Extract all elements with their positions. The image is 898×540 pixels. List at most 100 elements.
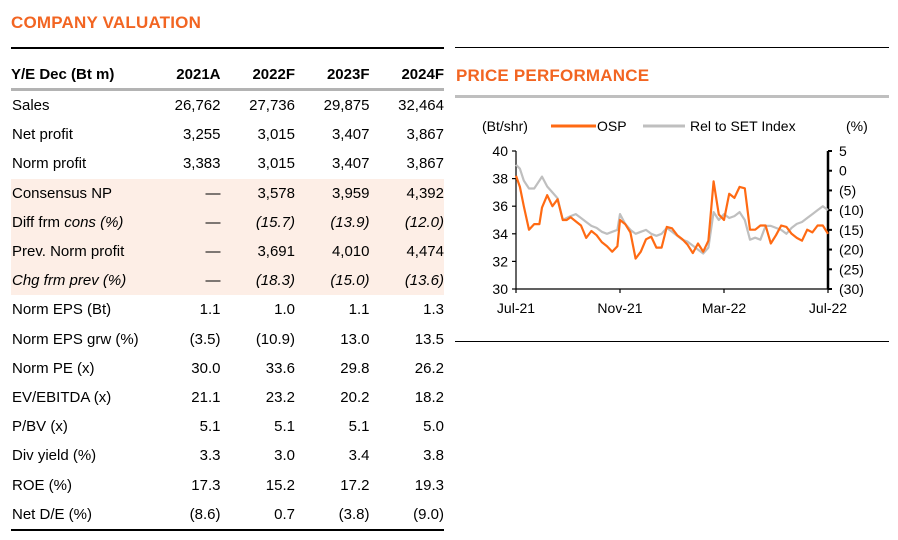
cell-value: 0.7 (220, 499, 295, 531)
cell-value: 20.2 (340, 388, 370, 406)
left-y-tick-label: 38 (492, 171, 508, 187)
row-label: Norm EPS (Bt) (12, 301, 112, 319)
series-line-rel-to-set (515, 164, 829, 255)
cell-value: 27,736 (249, 97, 295, 115)
table-row: P/BV (x) 5.1 5.1 5.1 5.0 (11, 412, 444, 441)
cell-value: (12.0) (369, 207, 444, 237)
cell-value: — (146, 266, 221, 296)
cell-value: 3.0 (274, 447, 295, 465)
header-year: 2023F (295, 60, 370, 91)
cell-value: (15.7) (220, 207, 295, 237)
cell-value: 18.2 (414, 388, 444, 406)
cell-value: 3.4 (348, 447, 370, 465)
row-label: Net profit (12, 126, 73, 144)
row-label: Sales (12, 97, 50, 115)
cell-value: 29,875 (323, 97, 370, 115)
row-label-plain: Diff frm (12, 213, 65, 231)
cell-value: (3.5) (189, 330, 221, 348)
chart-axes: 40 38 36 34 32 30 5 0 (5) (10) (15) (20) (25) (30) Jul… (492, 143, 863, 316)
right-y-tick-label: (10) (839, 202, 864, 218)
right-y-tick-label: (20) (839, 242, 864, 258)
cell-value: 1.1 (348, 301, 370, 319)
table-row: Consensus NP — 3,578 3,959 4,392 (11, 178, 444, 208)
price-bottom-rule (455, 341, 889, 342)
cell-value: 3,578 (220, 178, 295, 208)
table-row: Norm EPS grw (%) (3.5) (10.9) 13.0 13.5 (11, 325, 444, 354)
cell-value: 4,010 (295, 236, 370, 267)
cell-value: 13.0 (340, 330, 370, 348)
row-label: Norm profit (12, 155, 87, 173)
left-y-tick-label: 34 (492, 226, 508, 242)
left-y-tick-label: 36 (492, 198, 508, 214)
left-y-tick-label: 30 (492, 281, 508, 297)
right-y-tick-label: 0 (839, 163, 847, 179)
valuation-title-rule (11, 47, 444, 49)
cell-value: 3,867 (406, 155, 444, 173)
left-y-tick-label: 40 (492, 143, 508, 159)
chart-series (514, 164, 829, 260)
cell-value: 3,959 (295, 178, 370, 208)
table-row: Chg frm prev (%) — (18.3) (15.0) (13.6) (11, 266, 444, 296)
row-label: EV/EBITDA (x) (12, 388, 112, 406)
row-label: Consensus NP (11, 178, 146, 208)
cell-value: 4,392 (369, 178, 444, 208)
cell-value: 5.1 (199, 418, 221, 436)
cell-value: 3,407 (331, 155, 370, 173)
row-label: P/BV (x) (12, 418, 68, 436)
cell-value: 5.1 (348, 418, 370, 436)
table-row: Norm EPS (Bt) 1.1 1.0 1.1 1.3 (11, 295, 444, 324)
right-y-tick-label: (25) (839, 261, 864, 277)
cell-value: (9.0) (369, 499, 444, 531)
table-row: Norm profit 3,383 3,015 3,407 3,867 (11, 149, 444, 178)
table-row: Norm PE (x) 30.0 33.6 29.8 26.2 (11, 354, 444, 383)
cell-value: 15.2 (265, 476, 295, 494)
row-label: Norm EPS grw (%) (12, 330, 139, 348)
cell-value: 4,474 (369, 236, 444, 267)
valuation-table: Y/E Dec (Bt m) 2021A 2022F 2023F 2024F S… (11, 60, 444, 531)
row-label-italic: cons (%) (64, 213, 124, 231)
x-tick-label: Jul-21 (497, 300, 535, 316)
cell-value: 17.3 (191, 476, 221, 494)
table-row: Sales 26,762 27,736 29,875 32,464 (11, 90, 444, 121)
cell-value: 33.6 (265, 359, 295, 377)
cell-value: (8.6) (146, 499, 221, 531)
table-row: Diff frm cons (%) — (15.7) (13.9) (12.0) (11, 207, 444, 237)
table-row: EV/EBITDA (x) 21.1 23.2 20.2 18.2 (11, 383, 444, 412)
cell-value: (3.8) (295, 499, 370, 531)
header-year: 2024F (369, 60, 444, 91)
cell-value: 29.8 (340, 359, 370, 377)
cell-value: (18.3) (220, 266, 295, 296)
row-label: ROE (%) (12, 476, 72, 494)
price-title-rule (455, 95, 889, 98)
cell-value: 1.1 (199, 301, 221, 319)
legend-label-rel: Rel to SET Index (690, 118, 796, 134)
left-y-tick-label: 32 (492, 253, 508, 269)
cell-value: 19.3 (414, 476, 444, 494)
cell-value: 17.2 (340, 476, 370, 494)
header-label: Y/E Dec (Bt m) (11, 60, 146, 91)
right-axis-unit: (%) (846, 118, 868, 134)
valuation-header-row: Y/E Dec (Bt m) 2021A 2022F 2023F 2024F (11, 60, 444, 91)
cell-value: 5.1 (274, 418, 295, 436)
cell-value: 3,015 (257, 126, 295, 144)
cell-value: 1.3 (423, 301, 444, 319)
cell-value: 26.2 (414, 359, 444, 377)
table-row: Prev. Norm profit — 3,691 4,010 4,474 (11, 236, 444, 267)
cell-value: 26,762 (174, 97, 221, 115)
header-year: 2022F (220, 60, 295, 91)
table-row: Net D/E (%) (8.6) 0.7 (3.8) (9.0) (11, 499, 444, 531)
cell-value: 3,383 (182, 155, 221, 173)
price-performance-chart: (Bt/shr) OSP Rel to SET Index (%) 40 38 36… (482, 118, 868, 316)
company-valuation-title: COMPANY VALUATION (11, 13, 202, 32)
cell-value: 3,015 (257, 155, 295, 173)
cell-value: — (146, 178, 221, 208)
table-row: Div yield (%) 3.3 3.0 3.4 3.8 (11, 441, 444, 470)
right-y-tick-label: (15) (839, 222, 864, 238)
price-top-rule (455, 47, 889, 48)
cell-value: 3,407 (331, 126, 370, 144)
table-row: ROE (%) 17.3 15.2 17.2 19.3 (11, 470, 444, 499)
series-line-osp (514, 175, 829, 260)
chart-legend: (Bt/shr) OSP Rel to SET Index (%) (482, 118, 868, 134)
x-tick-label: Nov-21 (597, 300, 642, 316)
cell-value: 3,867 (406, 126, 444, 144)
